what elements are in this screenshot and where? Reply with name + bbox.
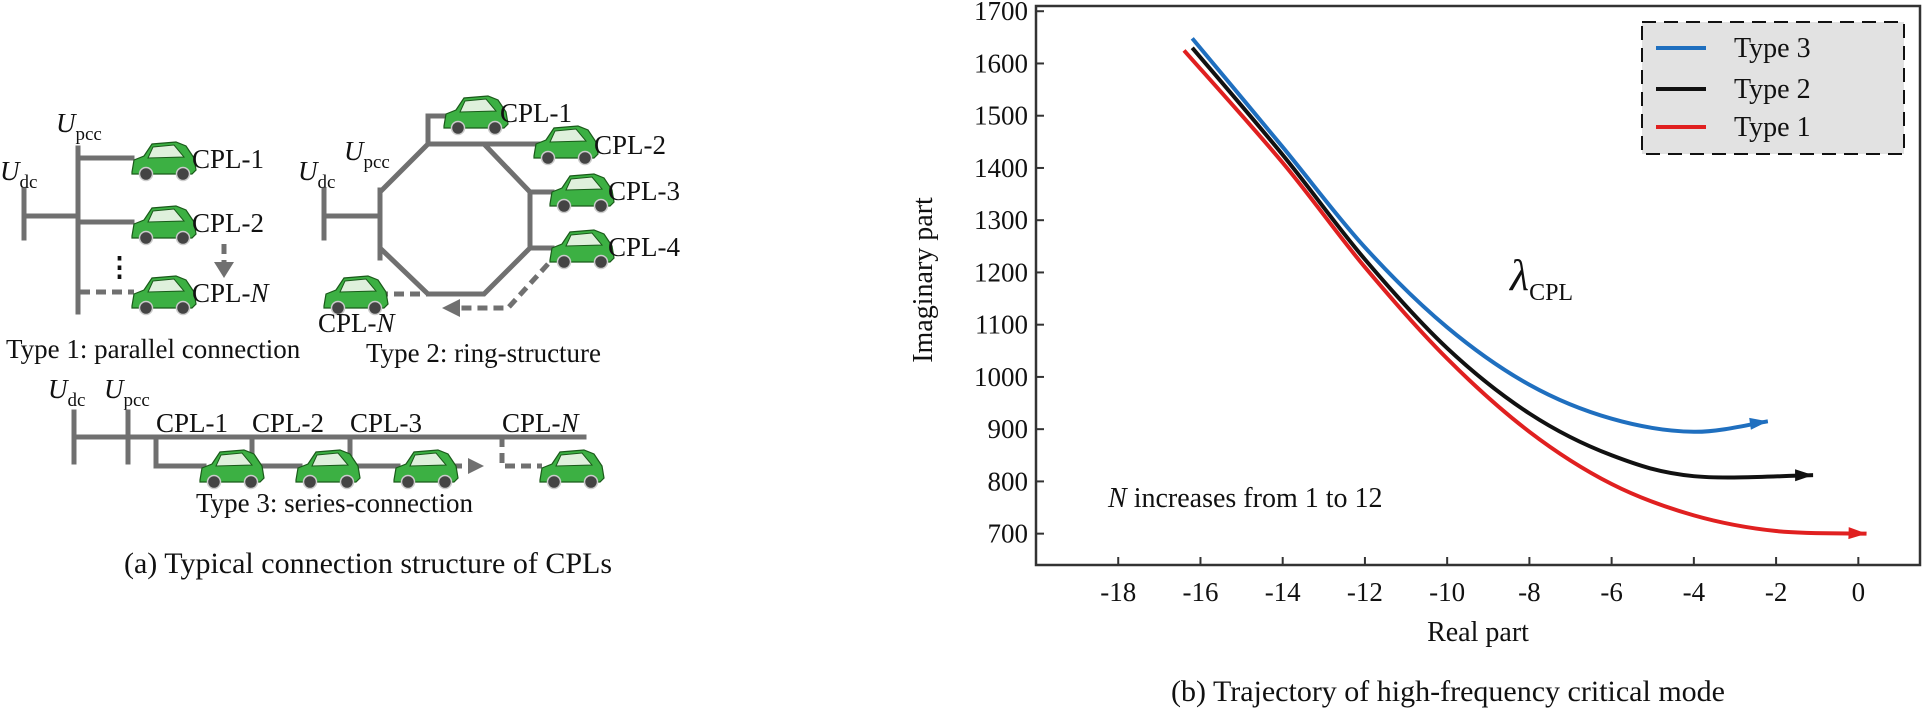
panel-a-caption: (a) Typical connection structure of CPLs — [124, 547, 612, 580]
type2-upcc-label: Upcc — [344, 136, 390, 173]
car-icon — [199, 449, 265, 490]
type1-udc-label: Udc — [0, 156, 37, 193]
type3-series-diagram: Udc Upcc CPL-1 CPL-2 CPL-3 CPL-N Type 3:… — [48, 374, 605, 518]
x-tick-label: -16 — [1182, 577, 1218, 607]
car-icon — [443, 95, 509, 136]
type2-cpl-n: CPL-N — [318, 308, 397, 338]
x-tick-label: -14 — [1265, 577, 1301, 607]
arrow-right-icon — [468, 458, 484, 474]
arrowhead-type-3 — [1749, 417, 1768, 430]
y-tick-label: 1600 — [974, 48, 1028, 78]
legend: Type 3 Type 2 Type 1 — [1641, 21, 1905, 155]
series-line-type-3 — [1190, 37, 1769, 434]
legend-label-type-3: Type 3 — [1734, 33, 1811, 64]
car-icon — [549, 173, 615, 214]
type3-udc-label: Udc — [48, 374, 85, 411]
y-tick-label: 700 — [988, 519, 1029, 549]
type3-feeder-1 — [153, 434, 207, 469]
type1-ellipsis: ⋮ — [106, 252, 133, 282]
plot-frame — [1034, 4, 1922, 567]
type2-cpl-3: CPL-3 — [608, 176, 680, 206]
x-tick-label: -8 — [1518, 577, 1541, 607]
arrowhead-type-2 — [1795, 469, 1814, 482]
type1-title: Type 1: parallel connection — [6, 334, 301, 364]
y-tick-label: 900 — [988, 414, 1029, 444]
x-tick-label: 0 — [1852, 577, 1866, 607]
x-tick-label: -10 — [1429, 577, 1465, 607]
n-increase-annotation: N increases from 1 to 12 — [1107, 483, 1383, 514]
type2-return-path — [460, 262, 550, 311]
type2-ring-bus — [377, 141, 533, 297]
car-icon — [549, 229, 615, 270]
x-axis-label: Real part — [1427, 617, 1529, 648]
trajectory-chart: 700 800 900 1000 1100 1200 1300 1400 1500 1600 170… — [908, 0, 1922, 648]
type3-cpl-n: CPL-N — [502, 408, 581, 438]
car-icon — [131, 205, 197, 246]
type3-upcc-label: Upcc — [104, 374, 150, 411]
y-axis-label: Imaginary part — [908, 197, 939, 363]
x-axis: -18 -16 -14 -12 -10 -8 -6 -4 -2 0 — [1100, 557, 1865, 607]
type3-feeder-3 — [347, 434, 401, 469]
x-tick-label: -2 — [1765, 577, 1788, 607]
lambda-cpl-annotation: λCPL — [1508, 251, 1573, 306]
type1-cpl-2: CPL-2 — [192, 208, 264, 238]
y-tick-label: 1300 — [974, 205, 1028, 235]
x-tick-label: -18 — [1100, 577, 1136, 607]
type3-feeder-n — [499, 437, 542, 469]
car-icon — [539, 449, 605, 490]
y-tick-label: 1400 — [974, 153, 1028, 183]
type3-cpl-2: CPL-2 — [252, 408, 324, 438]
series-lines — [1182, 37, 1867, 540]
type2-title: Type 2: ring-structure — [366, 338, 601, 368]
x-tick-label: -6 — [1600, 577, 1623, 607]
arrow-down-icon — [214, 262, 234, 278]
y-tick-label: 1700 — [974, 0, 1028, 26]
x-tick-label: -4 — [1683, 577, 1706, 607]
type2-cpl-4: CPL-4 — [608, 232, 681, 262]
y-tick-label: 1500 — [974, 101, 1028, 131]
type1-parallel-diagram: Udc Upcc CPL-1 CPL-2 CPL-N ⋮ Type 1: par… — [0, 108, 301, 364]
type2-cpl-2: CPL-2 — [594, 130, 666, 160]
y-tick-label: 1000 — [974, 362, 1028, 392]
arrowhead-type-1 — [1848, 527, 1867, 540]
type3-title: Type 3: series-connection — [196, 488, 474, 518]
series-line-type-1 — [1182, 49, 1867, 536]
type3-cpl-1: CPL-1 — [156, 408, 228, 438]
arrow-left-icon — [442, 299, 460, 317]
series-line-type-2 — [1190, 46, 1814, 480]
type2-cpl-1: CPL-1 — [500, 98, 572, 128]
type1-cpl-1: CPL-1 — [192, 144, 264, 174]
car-icon — [131, 141, 197, 182]
panel-b-caption: (b) Trajectory of high-frequency critica… — [1171, 675, 1725, 708]
y-tick-label: 1100 — [975, 310, 1028, 340]
type2-udc-label: Udc — [298, 156, 335, 193]
type2-ring-diagram: Udc Upcc CPL-1 CPL-2 CPL-3 CPL-4 CPL-N T… — [298, 95, 681, 368]
y-tick-label: 800 — [988, 466, 1029, 496]
type3-cpl-3: CPL-3 — [350, 408, 422, 438]
car-icon — [533, 125, 599, 166]
y-tick-label: 1200 — [974, 257, 1028, 287]
car-icon — [131, 275, 197, 316]
car-icon — [295, 449, 361, 490]
type1-upcc-label: Upcc — [56, 108, 102, 145]
x-tick-label: -12 — [1347, 577, 1383, 607]
legend-label-type-2: Type 2 — [1734, 74, 1811, 105]
type1-cpl-n: CPL-N — [192, 278, 271, 308]
car-icon — [393, 449, 459, 490]
legend-label-type-1: Type 1 — [1734, 112, 1811, 143]
y-axis: 700 800 900 1000 1100 1200 1300 1400 1500 1600 170… — [974, 0, 1044, 549]
